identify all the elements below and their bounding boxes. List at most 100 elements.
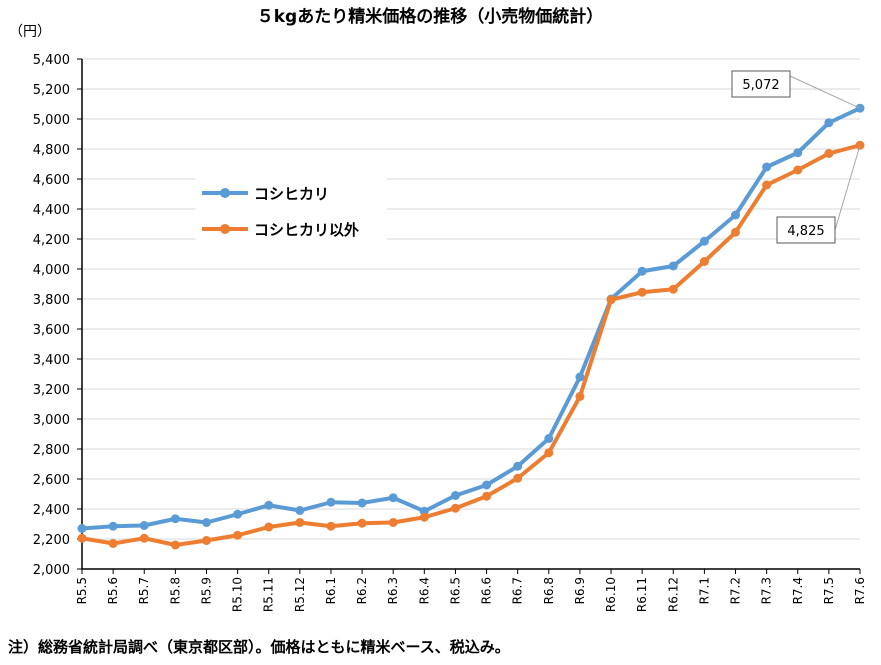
footnote: 注）総務省統計局調べ（東京都区部）。価格はともに精米ベース、税込み。: [8, 638, 510, 656]
y-tick-label-14: 4,800: [33, 143, 70, 158]
y-tick-label-1: 2,200: [33, 533, 70, 548]
series-1-point-13: [482, 491, 492, 501]
y-tick-label-17: 5,400: [33, 53, 70, 68]
y-tick-label-5: 3,000: [33, 413, 70, 428]
series-0-point-5: [233, 509, 243, 519]
legend-box: [195, 174, 387, 246]
legend-marker-koshihikari: [220, 188, 230, 198]
series-0-point-15: [544, 434, 554, 443]
y-axis-unit-label: （円）: [9, 24, 51, 40]
series-0-point-23: [793, 148, 803, 158]
series-0-point-21: [731, 210, 741, 220]
x-tick-label-21: R7.2: [729, 577, 743, 604]
y-tick-label-9: 3,800: [33, 293, 70, 308]
x-tick-label-20: R7.1: [697, 577, 711, 604]
x-tick-label-8: R6.1: [324, 577, 338, 604]
x-tick-label-19: R6.12: [666, 577, 680, 612]
series-0-point-18: [637, 266, 647, 276]
x-tick-label-9: R6.2: [355, 577, 369, 604]
series-1-point-17: [606, 295, 616, 305]
x-tick-label-14: R6.7: [511, 577, 525, 604]
series-1-point-7: [295, 518, 305, 527]
y-tick-label-12: 4,400: [33, 203, 70, 218]
series-group: [77, 103, 865, 550]
y-axis-ticks: 2,000 2,200 2,400 2,600 2,800 3,000 3,200 3,400…: [33, 53, 70, 578]
series-1-point-0: [77, 533, 87, 543]
y-tick-label-8: 3,600: [33, 323, 70, 338]
series-0-point-16: [575, 372, 585, 382]
series-1-point-5: [233, 530, 243, 540]
series-0-point-9: [357, 498, 367, 508]
y-tick-label-7: 3,400: [33, 353, 70, 368]
y-tick-label-16: 5,200: [33, 83, 70, 98]
series-1-point-1: [108, 539, 118, 548]
x-tick-label-11: R6.4: [417, 577, 431, 604]
series-1-point-6: [264, 522, 274, 532]
x-tick-label-15: R6.8: [542, 577, 556, 604]
series-0-point-10: [388, 493, 398, 503]
series-0-point-4: [201, 518, 211, 527]
series-1-point-12: [450, 503, 460, 513]
y-tick-label-3: 2,600: [33, 473, 70, 488]
series-1-point-4: [201, 536, 211, 545]
legend-label-koshihikari: コシヒカリ: [254, 185, 329, 203]
x-tick-label-17: R6.10: [604, 577, 618, 612]
legend: コシヒカリ コシヒカリ以外: [195, 174, 387, 246]
callouts: 5,072 4,825: [731, 70, 861, 244]
x-tick-label-12: R6.5: [448, 577, 462, 604]
series-1-point-11: [419, 512, 429, 522]
callout-label-0: 5,072: [742, 78, 779, 93]
x-tick-label-2: R5.7: [137, 577, 151, 604]
series-1-point-21: [731, 227, 741, 237]
series-0-point-13: [482, 480, 492, 490]
axes: [77, 58, 861, 574]
legend-label-other: コシヒカリ以外: [254, 221, 359, 239]
x-tick-label-7: R5.12: [293, 577, 307, 612]
y-tick-label-13: 4,600: [33, 173, 70, 188]
series-line-1: [81, 143, 861, 547]
x-tick-label-23: R7.4: [791, 577, 805, 604]
series-0-point-6: [264, 500, 274, 510]
x-tick-label-22: R7.3: [760, 577, 774, 604]
legend-marker-other: [220, 224, 230, 234]
series-1-point-10: [388, 518, 398, 527]
y-tick-label-2: 2,400: [33, 503, 70, 518]
series-0-point-2: [139, 521, 149, 530]
x-tick-label-4: R5.9: [199, 577, 213, 604]
chart-title: ５kgあたり精米価格の推移（小売物価統計）: [257, 6, 603, 27]
x-tick-label-16: R6.9: [573, 577, 587, 604]
callout-leader-1: [834, 145, 861, 231]
series-0-point-14: [513, 461, 523, 471]
series-0-point-0: [77, 524, 87, 533]
gridlines: [82, 58, 860, 540]
y-tick-label-15: 5,000: [33, 113, 70, 128]
series-1-point-8: [326, 521, 336, 531]
series-0-point-20: [699, 236, 709, 246]
x-axis-ticks: R5.5 R5.6 R5.7 R5.8 R5.9 R5.10 R5.11 R5.12 R6.1 R…: [75, 577, 867, 612]
series-1-point-18: [637, 287, 647, 297]
y-tick-label-10: 4,000: [33, 263, 70, 278]
series-1-point-20: [699, 257, 709, 266]
series-1-point-23: [793, 165, 803, 175]
series-1-point-19: [668, 284, 678, 294]
x-tick-label-5: R5.10: [231, 577, 245, 612]
series-0-point-1: [108, 521, 118, 531]
series-1-point-16: [575, 392, 585, 401]
series-0-point-12: [450, 491, 460, 500]
x-tick-label-10: R6.3: [386, 577, 400, 604]
x-tick-label-25: R7.6: [853, 577, 867, 604]
series-0-point-8: [326, 497, 336, 507]
x-tick-label-3: R5.8: [168, 577, 182, 604]
series-0-point-24: [824, 118, 834, 128]
series-line-0: [81, 106, 861, 531]
callout-label-1: 4,825: [787, 224, 824, 239]
x-tick-label-18: R6.11: [635, 577, 649, 612]
series-1-point-2: [139, 533, 149, 543]
series-1-point-22: [762, 180, 772, 190]
y-tick-label-6: 3,200: [33, 383, 70, 398]
callout-leader-0: [789, 75, 861, 109]
y-tick-label-11: 4,200: [33, 233, 70, 248]
series-1-point-15: [544, 448, 554, 458]
series-0-point-22: [762, 162, 772, 172]
x-tick-label-13: R6.6: [480, 577, 494, 604]
